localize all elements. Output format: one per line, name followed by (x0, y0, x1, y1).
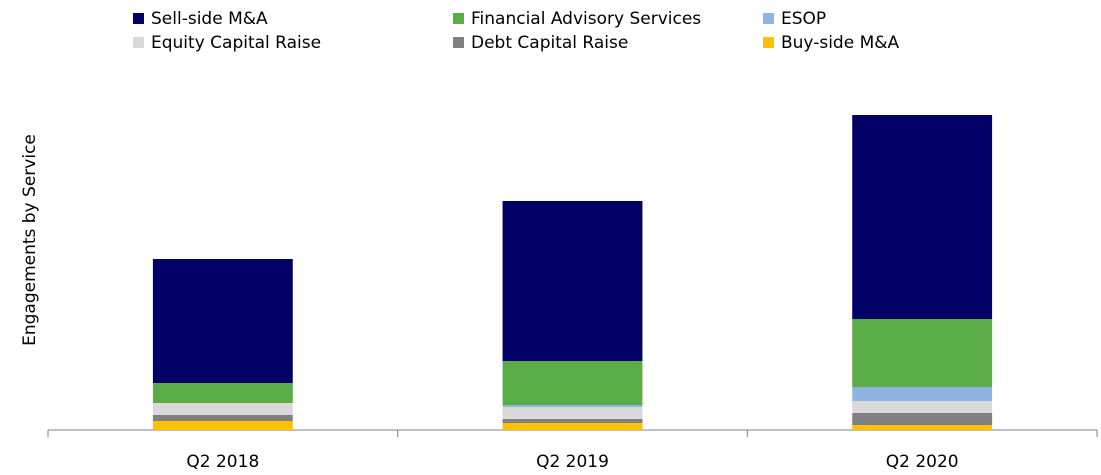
legend-swatch (133, 13, 144, 24)
legend-swatch (453, 13, 464, 24)
legend-label: Debt Capital Raise (471, 33, 628, 53)
bar-segment (152, 383, 293, 403)
bar-segment (502, 407, 643, 419)
legend-swatch (453, 37, 464, 48)
x-tick-label: Q2 2018 (186, 452, 259, 472)
legend-swatch (133, 37, 144, 48)
bar-segment (152, 403, 293, 415)
bar-segment (502, 361, 643, 405)
x-tick-label: Q2 2019 (536, 452, 609, 472)
bar-segment (852, 115, 993, 319)
bar-segment (502, 423, 643, 430)
bar-segment (852, 401, 993, 413)
bar-segment (852, 387, 993, 401)
legend-swatch (763, 37, 774, 48)
bar-segment (152, 421, 293, 430)
legend-label: Buy-side M&A (781, 33, 899, 53)
legend-label: Sell-side M&A (151, 9, 268, 29)
legend-label: Equity Capital Raise (151, 33, 321, 53)
bar-segment (502, 405, 643, 407)
x-tick-label: Q2 2020 (886, 452, 959, 472)
y-axis-label: Engagements by Service (20, 134, 40, 346)
legend-swatch (763, 13, 774, 24)
bar-segment (152, 415, 293, 421)
bar-segment (852, 319, 993, 387)
legend-label: Financial Advisory Services (471, 9, 701, 29)
bar-segment (502, 419, 643, 423)
bar-segment (152, 259, 293, 383)
bar-segment (852, 425, 993, 430)
bar-segment (502, 201, 643, 361)
legend-label: ESOP (781, 9, 826, 29)
bar-segment (852, 413, 993, 425)
